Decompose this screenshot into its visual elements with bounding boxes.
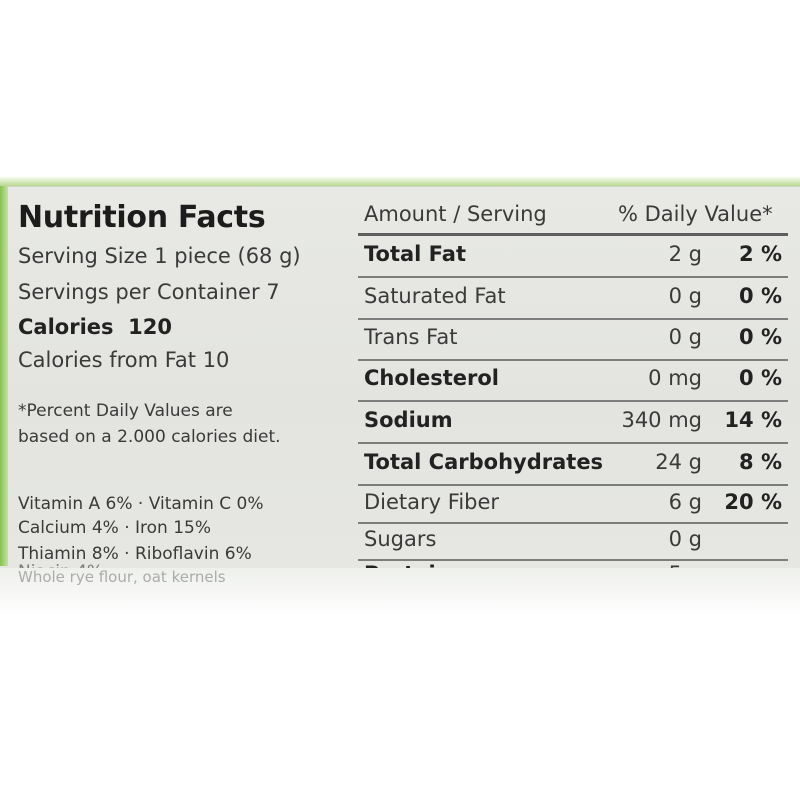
label-bottom-shadow [0, 568, 800, 616]
row-label-dietary-fiber: Dietary Fiber [364, 490, 500, 514]
row-dv-trans-fat: 0 % [739, 325, 782, 349]
row-amount-sodium: 340 mg [621, 408, 702, 432]
row-divider [358, 400, 788, 402]
row-amount-sugars: 0 g [668, 527, 702, 551]
row-amount-dietary-fiber: 6 g [668, 490, 702, 514]
row-divider [358, 359, 788, 361]
row-divider [358, 522, 788, 524]
calories-value: 120 [128, 315, 172, 339]
row-label-saturated-fat: Saturated Fat [364, 284, 506, 308]
row-amount-cholesterol: 0 mg [648, 366, 702, 390]
vitamins-line-2: Calcium 4% · Iron 15% [18, 518, 211, 538]
nutrition-facts-title: Nutrition Facts [18, 200, 266, 235]
footnote-line-2: based on a 2.000 calories diet. [18, 427, 281, 447]
ingredients-faded-text: Whole rye flour, oat kernels [18, 568, 226, 586]
row-amount-trans-fat: 0 g [668, 325, 702, 349]
vitamins-line-3: Thiamin 8% · Riboflavin 6% [18, 544, 252, 564]
nutrition-label [0, 186, 800, 577]
footnote-line-1: *Percent Daily Values are [18, 401, 233, 421]
row-dv-dietary-fiber: 20 % [724, 490, 782, 514]
row-dv-total-carbohydrates: 8 % [739, 450, 782, 474]
row-divider [358, 559, 788, 561]
row-label-sodium: Sodium [364, 408, 453, 432]
calories-label: Calories [18, 315, 114, 339]
row-label-trans-fat: Trans Fat [364, 325, 458, 349]
package-green-side [0, 186, 8, 566]
row-amount-saturated-fat: 0 g [668, 284, 702, 308]
row-label-total-carbohydrates: Total Carbohydrates [364, 450, 604, 474]
row-label-total-fat: Total Fat [364, 242, 467, 266]
row-dv-total-fat: 2 % [739, 242, 782, 266]
header-divider [358, 233, 788, 236]
calories-from-fat: Calories from Fat 10 [18, 348, 230, 372]
row-dv-saturated-fat: 0 % [739, 284, 782, 308]
row-divider [358, 442, 788, 444]
header-amount-serving: Amount / Serving [364, 202, 547, 226]
calories-row: Calories 120 [18, 315, 172, 339]
row-divider [358, 276, 788, 278]
row-label-cholesterol: Cholesterol [364, 366, 499, 390]
row-divider [358, 318, 788, 320]
servings-per-container: Servings per Container 7 [18, 280, 280, 304]
row-divider [358, 484, 788, 486]
row-dv-sodium: 14 % [724, 408, 782, 432]
row-dv-cholesterol: 0 % [739, 366, 782, 390]
serving-size: Serving Size 1 piece (68 g) [18, 244, 301, 268]
vitamins-line-1: Vitamin A 6% · Vitamin C 0% [18, 494, 264, 514]
row-amount-total-carbohydrates: 24 g [655, 450, 702, 474]
row-amount-total-fat: 2 g [668, 242, 702, 266]
row-label-sugars: Sugars [364, 527, 437, 551]
header-daily-value: % Daily Value* [618, 202, 773, 226]
